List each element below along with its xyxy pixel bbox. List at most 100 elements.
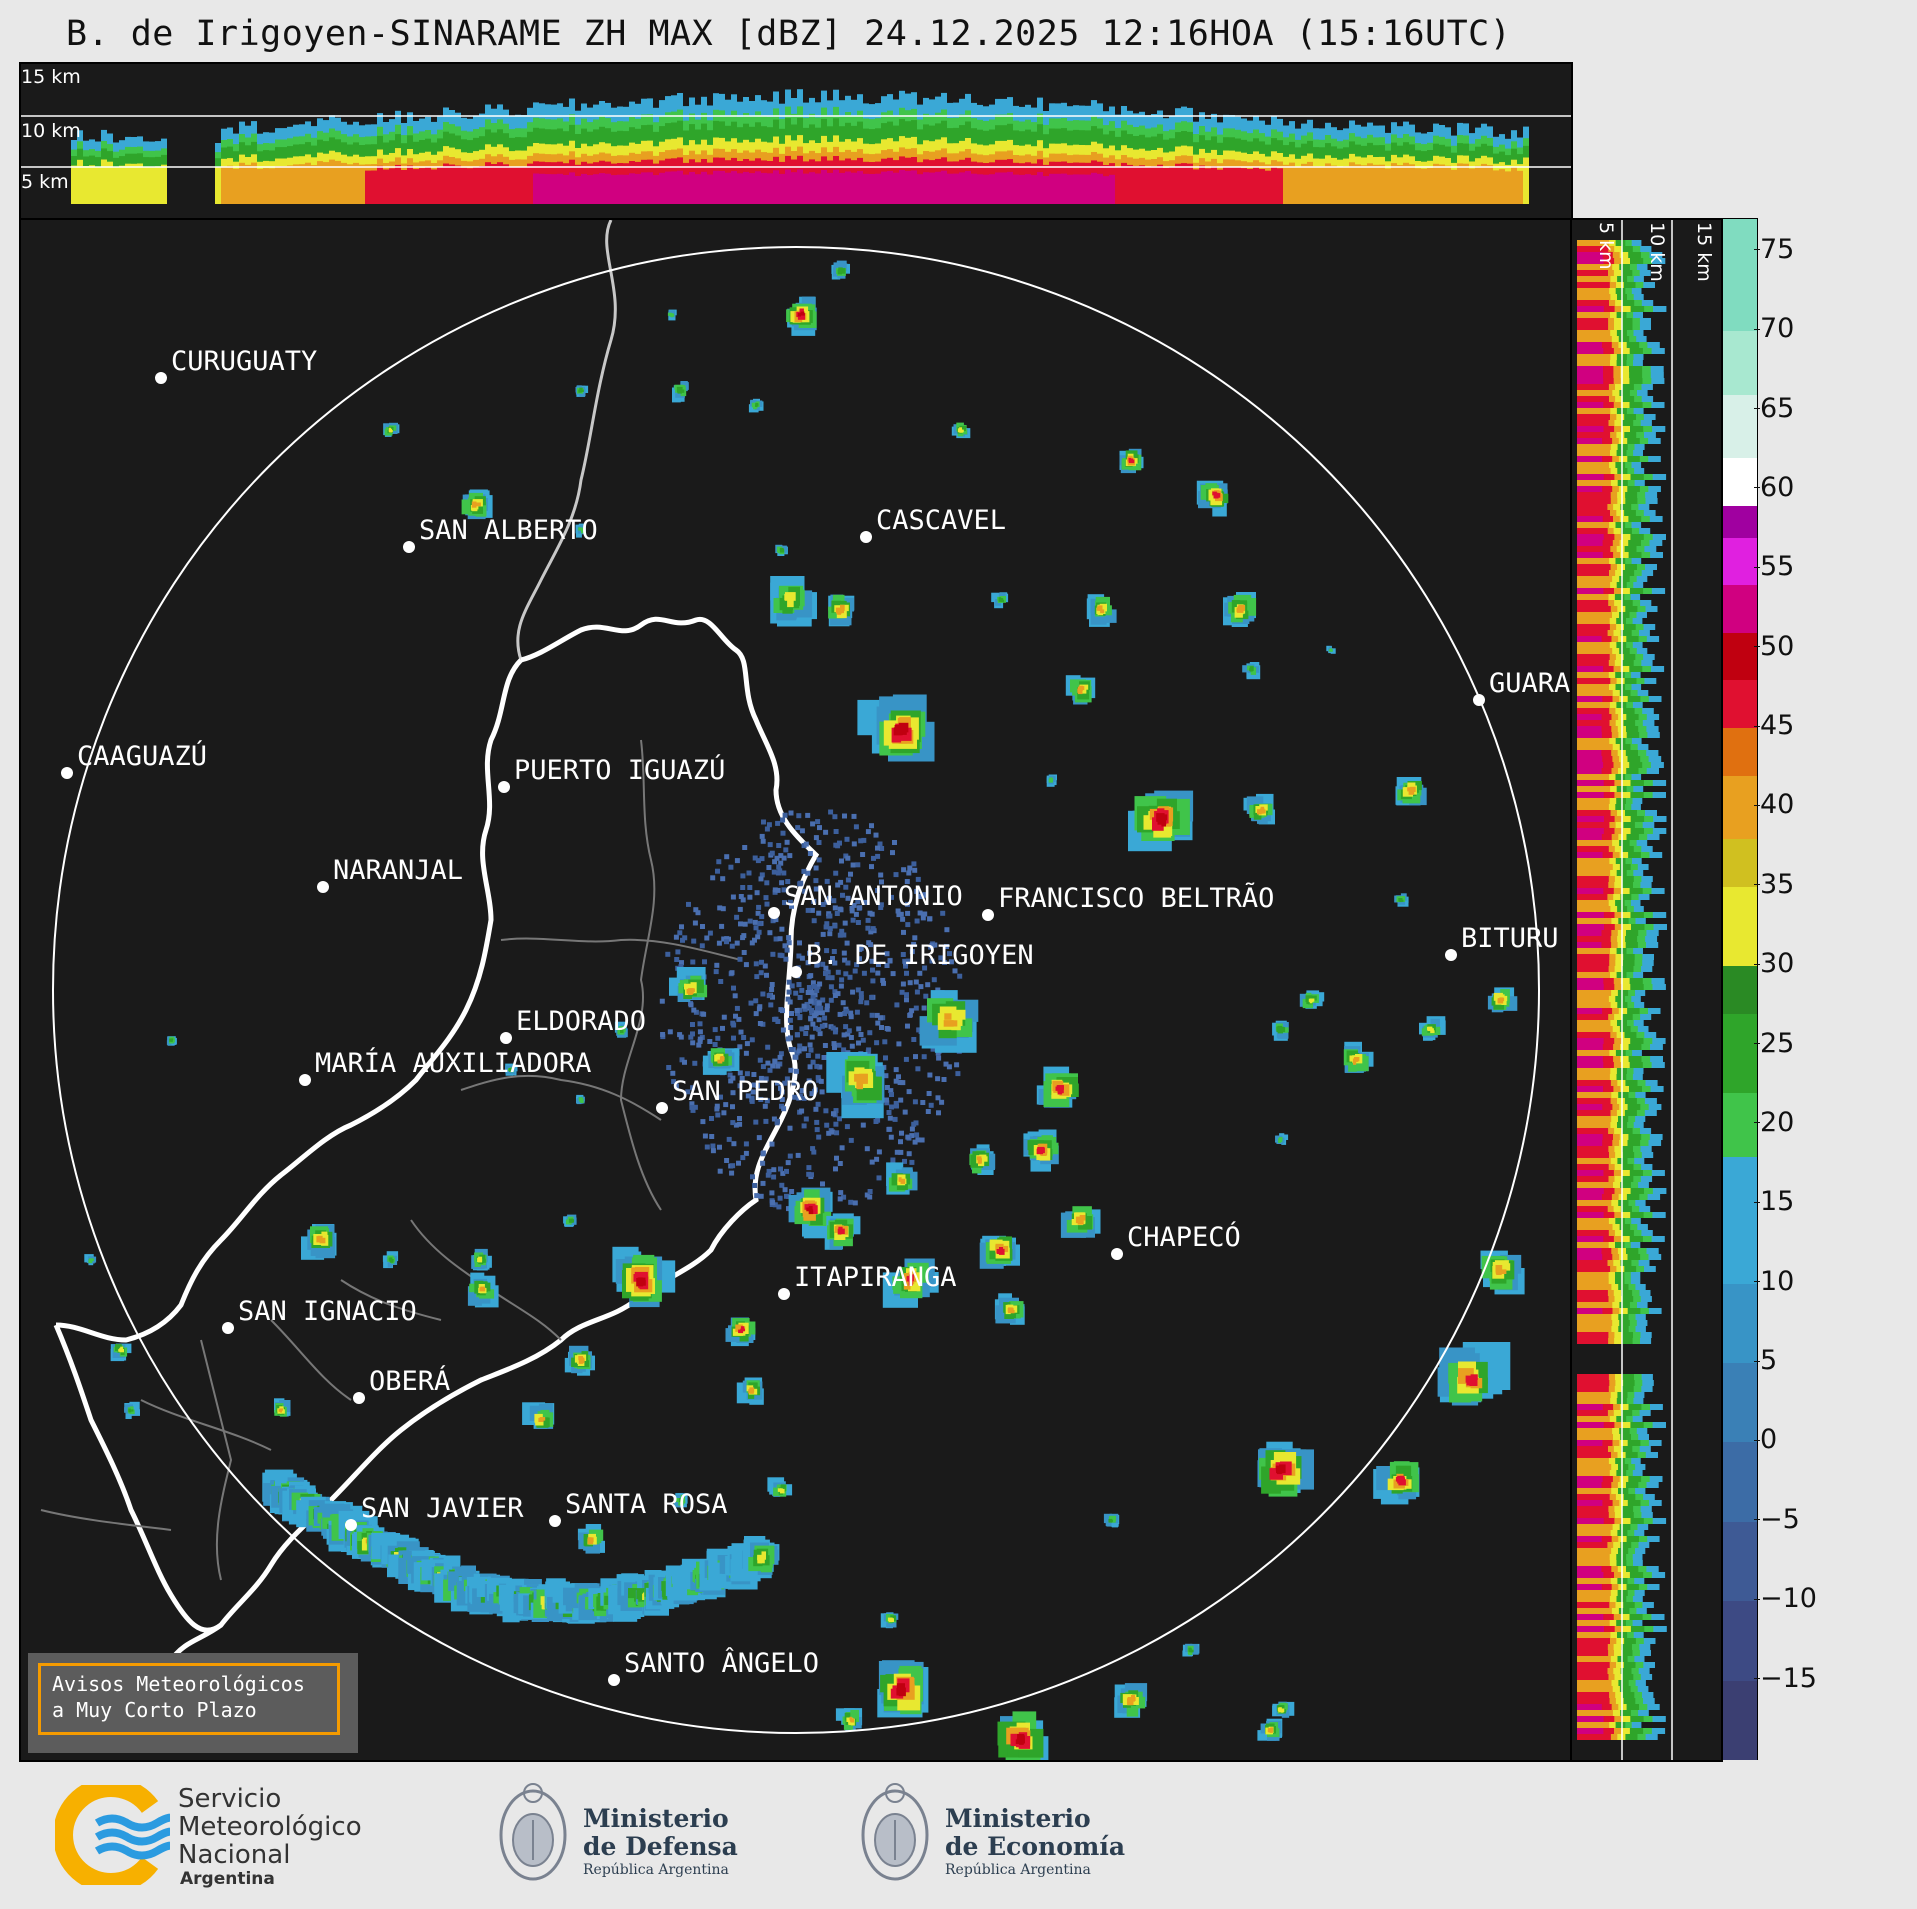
cross-section-echo [911,170,917,204]
clear-air-echo [869,823,874,829]
clear-air-echo [878,902,884,908]
echo-cell [810,1205,818,1214]
clear-air-echo [760,1160,766,1166]
clear-air-echo [817,1064,823,1070]
cross-section-echo [719,171,725,204]
cross-section-echo [1169,167,1175,204]
echo-cell [720,1056,725,1062]
clear-air-echo [860,1122,866,1128]
echo-cell [317,1238,322,1242]
radar-map-panel[interactable]: CURUGUATY SAN ALBERTO CASCAVEL CAAGUAZÚ GUAR… [19,218,1573,1762]
clear-air-echo [819,1089,825,1095]
clear-air-echo [785,1036,791,1042]
cross-section-echo [1265,170,1271,204]
echo-cell [1188,1647,1192,1651]
cross-section-echo [323,162,329,204]
echo-cell [1008,1307,1012,1313]
clear-air-echo [855,862,861,868]
clear-air-echo [717,1144,722,1150]
clear-air-echo [845,855,851,861]
clear-air-echo [788,1025,794,1030]
echo-cell [1058,1089,1064,1094]
clear-air-echo [914,888,920,894]
clear-air-echo [785,879,791,884]
clear-air-echo [843,1024,849,1030]
echo-cell [538,1417,544,1422]
clear-air-echo [801,1123,807,1129]
clear-air-echo [797,940,802,946]
clear-air-echo [833,870,839,876]
clear-air-echo [779,1089,785,1095]
echo-cell [1059,1084,1070,1096]
clear-air-echo [931,977,937,983]
cross-section-echo [1067,174,1073,204]
clear-air-echo [784,839,790,845]
clear-air-echo [876,1149,882,1155]
clear-air-echo [697,1029,703,1035]
echo-cell [976,1156,982,1160]
echo-cell [777,1488,782,1492]
clear-air-echo [914,918,920,924]
clear-air-echo [808,1016,814,1022]
clear-air-echo [778,1085,783,1091]
cross-section-echo [917,174,923,204]
echo-cell [1127,1697,1133,1701]
clear-air-echo [913,1120,919,1126]
cross-section-echo [491,164,497,204]
cross-section-echo [1079,174,1085,204]
echo-cell [588,1529,604,1541]
clear-air-echo [927,916,933,922]
cross-section-echo [257,168,263,204]
clear-air-echo [691,1007,697,1013]
clear-air-echo [775,820,781,826]
clear-air-echo [915,876,921,882]
cross-section-echo [887,171,893,204]
clear-air-echo [801,1003,807,1009]
clear-air-echo [884,951,890,957]
state-border-line [500,937,742,961]
echo-cell [1427,1027,1433,1031]
clear-air-echo [856,1040,861,1046]
clear-air-echo [899,989,905,995]
clear-air-echo [820,1181,825,1187]
echo-cell [680,390,687,397]
clear-air-echo [781,1106,787,1112]
clear-air-echo [823,971,828,976]
echo-cell [1161,818,1166,827]
clear-air-echo [858,995,864,1001]
cross-section-echo [287,165,293,204]
clear-air-echo [716,940,722,946]
clear-air-echo [824,899,830,905]
echo-cell [474,502,481,507]
cross-section-echo [101,159,107,204]
clear-air-echo [907,1012,913,1018]
clear-air-echo [824,921,830,927]
echo-cell [1269,1729,1273,1733]
clear-air-echo [851,813,857,819]
clear-air-echo [855,899,861,905]
clear-air-echo [905,922,911,928]
echo-cell [960,429,964,433]
clear-air-echo [902,1109,908,1115]
clear-air-echo [788,1067,794,1073]
clear-air-echo [807,950,812,956]
clear-air-echo [747,918,753,924]
clear-air-echo [815,1101,821,1107]
cross-section-echo [413,169,419,204]
top-cross-section-plot [21,89,1571,204]
clear-air-echo [739,1075,745,1081]
clear-air-echo [875,853,881,859]
cross-section-echo [1331,165,1337,204]
echo-cell [479,1254,486,1263]
clear-air-echo [749,940,755,946]
clear-air-echo [915,1066,921,1072]
cross-section-echo [437,167,443,204]
clear-air-echo [832,905,838,911]
cross-section-echo [923,172,929,204]
clear-air-echo [759,959,764,965]
echo-cell [1305,995,1313,1003]
clear-air-echo [831,1041,837,1047]
clear-air-echo [709,1134,715,1139]
clear-air-echo [734,858,740,864]
